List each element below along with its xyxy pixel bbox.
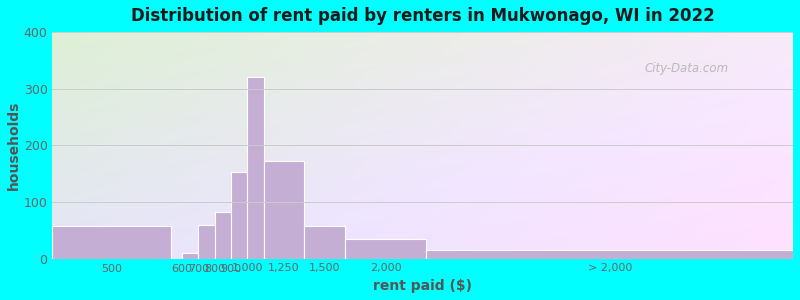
Bar [231,172,247,259]
Bar [182,253,198,259]
Title: Distribution of rent paid by renters in Mukwonago, WI in 2022: Distribution of rent paid by renters in … [131,7,714,25]
Bar [214,212,231,259]
Bar [198,225,214,259]
Bar [304,226,345,259]
Y-axis label: households: households [7,101,21,190]
X-axis label: rent paid ($): rent paid ($) [374,279,472,293]
Bar [426,250,793,259]
Bar [53,226,171,259]
Bar [263,161,304,259]
Bar [345,239,426,259]
Bar [247,77,263,259]
Text: City-Data.com: City-Data.com [645,62,729,75]
